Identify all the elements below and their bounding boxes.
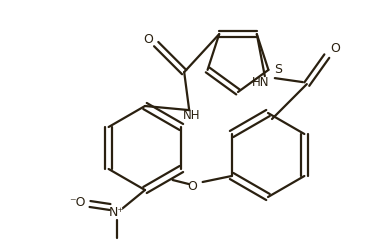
Text: NH: NH xyxy=(182,109,200,122)
Text: HN: HN xyxy=(252,76,270,89)
Text: O: O xyxy=(188,180,197,192)
Text: O: O xyxy=(143,33,153,46)
Text: N⁺: N⁺ xyxy=(109,205,125,218)
Text: ⁻O: ⁻O xyxy=(69,196,85,209)
Text: O: O xyxy=(330,42,340,55)
Text: S: S xyxy=(274,63,283,76)
